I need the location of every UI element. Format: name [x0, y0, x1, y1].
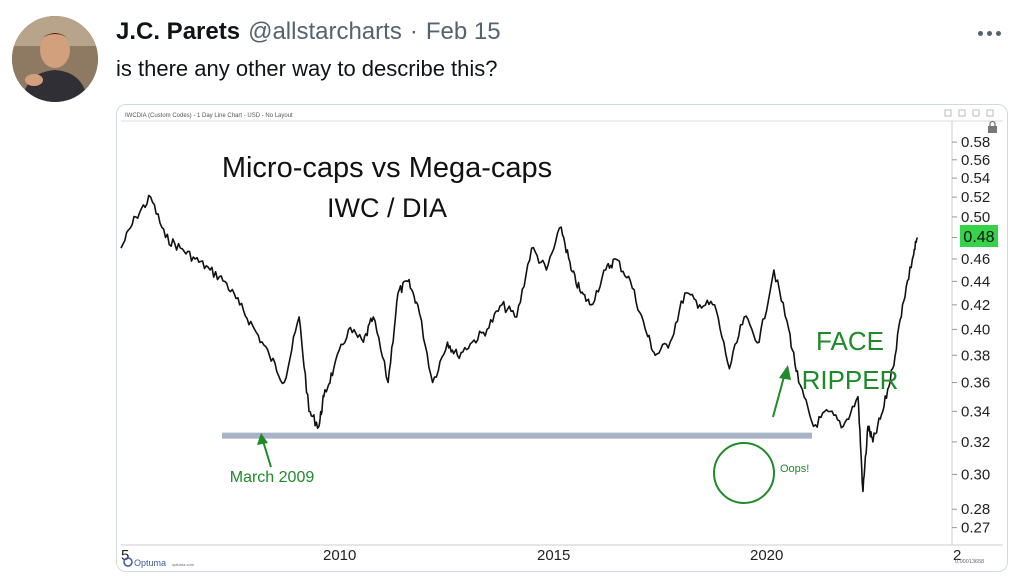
y-tick-label: 0.54 — [961, 170, 990, 187]
tweet-media-chart[interactable]: IWCDIA (Custom Codes) - 1 Day Line Chart… — [116, 104, 1008, 572]
y-tick-label: 0.46 — [961, 251, 990, 268]
chart-title-line1: Micro-caps vs Mega-caps — [222, 152, 552, 184]
y-tick-label: 0.28 — [961, 501, 990, 518]
brand-small: optuma.com — [172, 562, 195, 567]
chart-toolbar-icons — [944, 109, 994, 117]
chart-background — [117, 105, 1007, 571]
author-handle[interactable]: @allstarcharts — [248, 18, 402, 45]
y-tick-label: 0.58 — [961, 134, 990, 151]
x-tick-label: 2010 — [323, 547, 356, 564]
y-tick-label: 0.56 — [961, 152, 990, 169]
tweet-text: is there any other way to describe this? — [116, 56, 498, 81]
x-tick-label: 2 — [953, 547, 961, 564]
support-line — [222, 432, 812, 439]
author-avatar[interactable] — [12, 16, 98, 102]
y-tick-label: 0.27 — [961, 520, 990, 537]
more-icon-dot — [995, 30, 1001, 36]
optuma-logo: Optuma optuma.com — [123, 557, 195, 568]
author-name[interactable]: J.C. Parets — [116, 18, 241, 45]
corner-value: 0.00013658 — [955, 559, 984, 565]
current-value-label: 0.48 — [963, 229, 994, 246]
annotation-face: FACE — [816, 326, 884, 356]
y-tick-label: 0.30 — [961, 466, 990, 483]
x-tick-label: 5 — [121, 547, 129, 564]
avatar-image — [12, 16, 98, 102]
chart-topbar: IWCDIA (Custom Codes) - 1 Day Line Chart… — [125, 113, 293, 119]
y-tick-label: 0.40 — [961, 321, 990, 338]
y-tick-label: 0.44 — [961, 273, 990, 290]
oops-circle — [713, 442, 775, 504]
tweet-header: J.C. Parets @allstarcharts · Feb 15 — [116, 18, 501, 48]
y-tick-label: 0.32 — [961, 434, 990, 451]
current-value-badge: 0.48 — [960, 225, 998, 247]
annotation-oops: Oops! — [780, 463, 809, 475]
more-icon-dot — [986, 30, 992, 36]
brand-label: Optuma — [134, 558, 166, 568]
y-tick-label: 0.50 — [961, 209, 990, 226]
face-ripper-arrow — [772, 365, 791, 418]
y-tick-label: 0.42 — [961, 297, 990, 314]
annotation-march-2009: March 2009 — [230, 469, 315, 486]
lock-icon — [988, 120, 997, 133]
series-line-iwc-dia — [120, 194, 919, 493]
annotation-ripper: RIPPER — [802, 365, 899, 395]
y-tick-label: 0.36 — [961, 375, 990, 392]
chart-title-line2: IWC / DIA — [327, 193, 447, 223]
y-tick-label: 0.34 — [961, 403, 990, 420]
separator-dot: · — [409, 18, 418, 45]
chart-svg: IWCDIA (Custom Codes) - 1 Day Line Chart… — [117, 105, 1007, 571]
y-tick-label: 0.38 — [961, 347, 990, 364]
x-tick-label: 2020 — [750, 547, 783, 564]
x-axis-ticks: 5 2010 2015 2020 2 — [121, 547, 961, 564]
march-2009-arrow — [257, 433, 272, 468]
more-icon — [977, 30, 983, 36]
y-tick-label: 0.52 — [961, 189, 990, 206]
tweet-date[interactable]: Feb 15 — [425, 18, 501, 45]
more-options-button[interactable] — [972, 20, 1006, 46]
x-tick-label: 2015 — [537, 547, 570, 564]
y-axis-ticks: 0.580.560.540.520.500.480.460.440.420.40… — [952, 134, 990, 537]
